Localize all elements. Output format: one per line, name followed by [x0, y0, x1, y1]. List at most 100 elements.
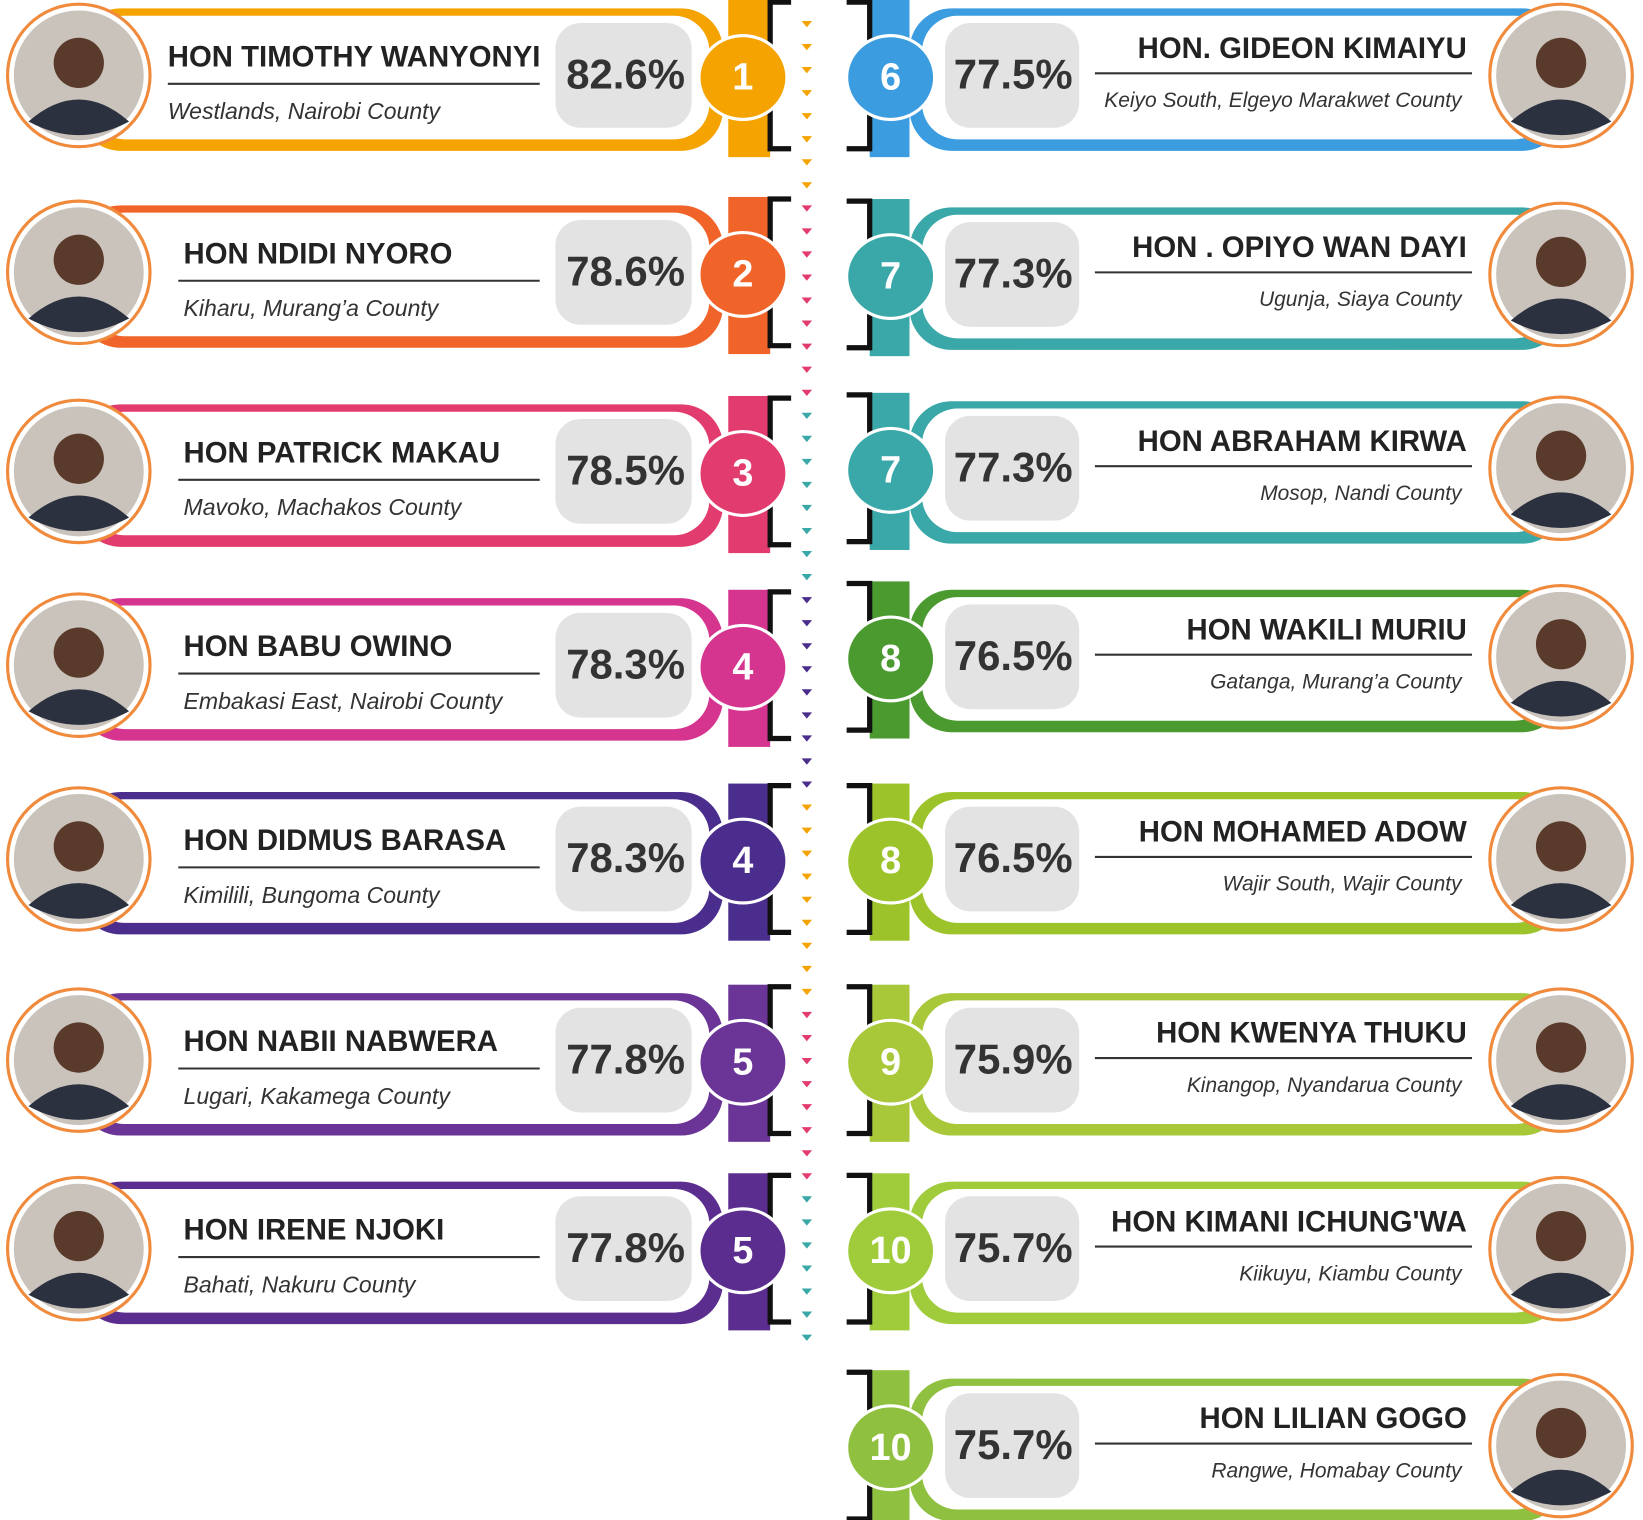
dot — [802, 758, 812, 764]
score: 78.3% — [566, 834, 685, 881]
dot — [802, 228, 812, 234]
dot — [802, 1196, 812, 1202]
dot — [802, 205, 812, 211]
rank: 5 — [732, 1040, 753, 1082]
dot — [802, 966, 812, 972]
name: HON PATRICK MAKAU — [184, 436, 501, 469]
dot — [802, 1150, 812, 1156]
rank: 2 — [732, 253, 753, 295]
dot — [802, 1012, 812, 1018]
location: Gatanga, Murang’a County — [1210, 671, 1463, 694]
photo-head — [54, 627, 104, 677]
dot — [802, 897, 812, 903]
score: 77.3% — [954, 250, 1073, 297]
dot — [802, 159, 812, 165]
dot — [802, 1173, 812, 1179]
photo-head — [1536, 1408, 1586, 1458]
rank: 7 — [880, 255, 901, 297]
photo-head — [1536, 1211, 1586, 1261]
dot — [802, 251, 812, 257]
dot — [802, 551, 812, 557]
rank: 5 — [732, 1229, 753, 1271]
dot — [802, 459, 812, 465]
rank: 8 — [880, 637, 901, 679]
dot — [802, 413, 812, 419]
location: Kiharu, Murang’a County — [184, 295, 440, 321]
dot — [802, 21, 812, 27]
score: 78.5% — [566, 447, 685, 494]
dot — [802, 1265, 812, 1271]
photo-head — [54, 434, 104, 484]
dot — [802, 136, 812, 142]
rank: 3 — [732, 452, 753, 494]
photo-head — [1536, 821, 1586, 871]
location: Mosop, Nandi County — [1260, 482, 1463, 505]
location: Wajir South, Wajir County — [1223, 873, 1463, 896]
photo-head — [54, 1022, 104, 1072]
dot — [802, 874, 812, 880]
dot — [802, 1035, 812, 1041]
dot — [802, 828, 812, 834]
dot — [802, 597, 812, 603]
location: Embakasi East, Nairobi County — [184, 688, 504, 714]
name: HON BABU OWINO — [184, 630, 453, 663]
dot — [802, 1104, 812, 1110]
rank: 4 — [732, 645, 753, 687]
dot — [802, 689, 812, 695]
dot — [802, 1219, 812, 1225]
score: 76.5% — [954, 632, 1073, 679]
rank: 6 — [880, 56, 901, 98]
name: HON . OPIYO WAN DAYI — [1132, 231, 1467, 264]
location: Lugari, Kakamega County — [184, 1083, 452, 1109]
dot — [802, 920, 812, 926]
name: HON TIMOTHY WANYONYI — [168, 40, 541, 73]
photo-head — [1536, 38, 1586, 88]
score: 77.8% — [566, 1035, 685, 1082]
name: HON KWENYA THUKU — [1156, 1017, 1467, 1050]
name: HON NABII NABWERA — [184, 1025, 498, 1058]
location: Kimilili, Bungoma County — [184, 882, 441, 908]
dot — [802, 44, 812, 50]
dot — [802, 1127, 812, 1133]
photo-head — [1536, 431, 1586, 481]
score: 76.5% — [954, 834, 1073, 881]
rank: 10 — [870, 1426, 912, 1468]
dot — [802, 367, 812, 373]
dot — [802, 805, 812, 811]
rank: 9 — [880, 1040, 901, 1082]
score: 75.9% — [954, 1035, 1073, 1082]
dot — [802, 274, 812, 280]
dot — [802, 1288, 812, 1294]
dot — [802, 620, 812, 626]
dot — [802, 643, 812, 649]
score: 75.7% — [954, 1224, 1073, 1271]
dot — [802, 505, 812, 511]
dot — [802, 1242, 812, 1248]
name: HON NDIDI NYORO — [184, 237, 453, 270]
dot — [802, 321, 812, 327]
dot — [802, 67, 812, 73]
rank: 1 — [732, 56, 753, 98]
name: HON WAKILI MURIU — [1187, 613, 1467, 646]
dot — [802, 943, 812, 949]
score: 82.6% — [566, 51, 685, 98]
dot — [802, 851, 812, 857]
photo-head — [54, 821, 104, 871]
score: 77.3% — [954, 443, 1073, 490]
dot — [802, 1081, 812, 1087]
name: HON. GIDEON KIMAIYU — [1138, 32, 1467, 65]
dot — [802, 344, 812, 350]
dot — [802, 1312, 812, 1318]
location: Bahati, Nakuru County — [184, 1271, 417, 1297]
dot — [802, 666, 812, 672]
dot — [802, 528, 812, 534]
dot — [802, 436, 812, 442]
photo-head — [54, 235, 104, 285]
dot — [802, 712, 812, 718]
dot — [802, 574, 812, 580]
dot — [802, 989, 812, 995]
score: 78.6% — [566, 248, 685, 295]
name: HON ABRAHAM KIRWA — [1138, 425, 1467, 458]
name: HON LILIAN GOGO — [1200, 1402, 1467, 1435]
name: HON MOHAMED ADOW — [1139, 816, 1467, 849]
